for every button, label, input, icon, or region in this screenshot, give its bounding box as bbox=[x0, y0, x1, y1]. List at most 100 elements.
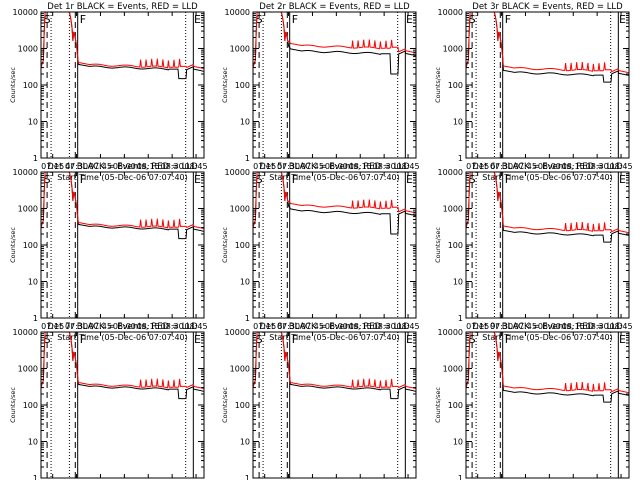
region-label: S bbox=[256, 333, 263, 346]
y-axis-label: Counts/sec bbox=[221, 387, 229, 423]
plot-frame bbox=[465, 331, 630, 479]
x-tick-label: 08:15 bbox=[137, 162, 160, 171]
events-series-line bbox=[466, 172, 629, 243]
region-label: E bbox=[194, 333, 201, 346]
x-tick-label: 07:15 bbox=[466, 162, 489, 171]
x-tick-label: 07:15 bbox=[253, 322, 276, 331]
panel-title: Det 1r BLACK = Events, RED = LLD bbox=[47, 2, 198, 12]
series-group bbox=[466, 172, 629, 243]
plot-frame bbox=[40, 171, 205, 319]
plot-frame bbox=[465, 171, 630, 319]
y-axis-label: Counts/sec bbox=[9, 227, 17, 263]
y-axis-label: Counts/sec bbox=[221, 227, 229, 263]
x-tick-label: 07:45 bbox=[301, 162, 324, 171]
lld-series-line bbox=[253, 332, 416, 389]
y-tick-label: 1000 bbox=[18, 205, 38, 214]
region-label: F bbox=[80, 13, 86, 26]
y-tick-label: 1000 bbox=[443, 365, 463, 374]
x-tick-label: 07:45 bbox=[514, 162, 537, 171]
plot-frame bbox=[465, 11, 630, 159]
x-axis-label: Start Time (05-Dec-06 07:07:40) bbox=[57, 173, 188, 182]
y-tick-label: 10 bbox=[240, 438, 250, 447]
x-tick-label: 07:30 bbox=[490, 322, 513, 331]
y-tick-label: 1 bbox=[458, 474, 463, 480]
lld-series-line bbox=[41, 172, 204, 229]
region-label: F bbox=[505, 333, 511, 346]
y-tick-label: 1 bbox=[33, 154, 38, 163]
x-tick-label: 08:15 bbox=[562, 162, 585, 171]
x-axis-label: Start Time (05-Dec-06 07:07:40) bbox=[482, 173, 613, 182]
x-tick-label: 08:45 bbox=[185, 322, 208, 331]
plot-frame bbox=[40, 11, 205, 159]
events-series-line bbox=[253, 172, 416, 235]
lld-series-line bbox=[466, 172, 629, 234]
y-tick-label: 10 bbox=[453, 118, 463, 127]
y-tick-label: 1000 bbox=[18, 365, 38, 374]
x-axis-label: Start Time (05-Dec-06 07:07:40) bbox=[57, 333, 188, 342]
y-tick-label: 10 bbox=[240, 278, 250, 287]
series-group bbox=[41, 12, 204, 80]
x-tick-label: 08:15 bbox=[349, 162, 372, 171]
y-axis-label: Counts/sec bbox=[9, 67, 17, 103]
y-tick-label: 1000 bbox=[230, 45, 250, 54]
y-axis-label: Counts/sec bbox=[434, 387, 442, 423]
x-tick-label: 08:00 bbox=[538, 162, 561, 171]
x-axis-label: Start Time (05-Dec-06 07:07:40) bbox=[482, 333, 613, 342]
region-label: S bbox=[469, 13, 476, 26]
x-tick-label: 07:15 bbox=[253, 162, 276, 171]
series-group bbox=[253, 332, 416, 400]
region-label: S bbox=[44, 333, 51, 346]
series-group bbox=[253, 172, 416, 235]
panel-title: Det 5r BLACK = Events, RED = LLD bbox=[259, 162, 410, 172]
events-series-line bbox=[41, 12, 204, 80]
lld-series-line bbox=[253, 172, 416, 228]
lld-series-line bbox=[253, 12, 416, 68]
events-series-line bbox=[253, 332, 416, 400]
y-tick-label: 10 bbox=[28, 438, 38, 447]
x-tick-label: 08:15 bbox=[562, 322, 585, 331]
y-tick-label: 1000 bbox=[230, 205, 250, 214]
lld-series-line bbox=[41, 12, 204, 69]
y-tick-label: 1 bbox=[245, 474, 250, 480]
x-axis-label: Start Time (05-Dec-06 07:07:40) bbox=[269, 173, 400, 182]
region-label: E bbox=[619, 333, 626, 346]
x-tick-label: 07:15 bbox=[41, 162, 64, 171]
x-tick-label: 07:30 bbox=[490, 162, 513, 171]
x-tick-label: 08:30 bbox=[373, 322, 396, 331]
region-label: S bbox=[44, 13, 51, 26]
region-label: E bbox=[619, 13, 626, 26]
region-label: E bbox=[406, 333, 413, 346]
y-tick-label: 10 bbox=[28, 118, 38, 127]
series-group bbox=[466, 12, 629, 83]
y-tick-label: 10000 bbox=[13, 328, 38, 337]
y-tick-label: 100 bbox=[448, 81, 463, 90]
x-tick-label: 08:00 bbox=[538, 322, 561, 331]
panel-2: Det 2r BLACK = Events, RED = LLD Start Ti… bbox=[221, 2, 420, 182]
y-tick-label: 100 bbox=[235, 401, 250, 410]
x-tick-label: 08:15 bbox=[137, 322, 160, 331]
region-label: E bbox=[619, 173, 626, 186]
y-axis-label: Counts/sec bbox=[434, 227, 442, 263]
x-tick-label: 07:30 bbox=[65, 162, 88, 171]
y-tick-label: 100 bbox=[235, 241, 250, 250]
x-axis-label: Start Time (05-Dec-06 07:07:40) bbox=[269, 333, 400, 342]
y-tick-label: 10 bbox=[453, 278, 463, 287]
plot-frame bbox=[252, 11, 417, 159]
x-tick-label: 08:30 bbox=[161, 322, 184, 331]
y-axis-label: Counts/sec bbox=[434, 67, 442, 103]
panel-title: Det 4r BLACK = Events, RED = LLD bbox=[47, 162, 198, 172]
plot-frame bbox=[252, 331, 417, 479]
x-tick-label: 07:15 bbox=[466, 322, 489, 331]
region-label: S bbox=[469, 333, 476, 346]
x-tick-label: 07:45 bbox=[301, 322, 324, 331]
region-label: S bbox=[44, 173, 51, 186]
region-label: E bbox=[406, 173, 413, 186]
plot-frame bbox=[40, 331, 205, 479]
y-tick-label: 1000 bbox=[230, 365, 250, 374]
events-series-line bbox=[466, 12, 629, 83]
series-group bbox=[466, 332, 629, 403]
